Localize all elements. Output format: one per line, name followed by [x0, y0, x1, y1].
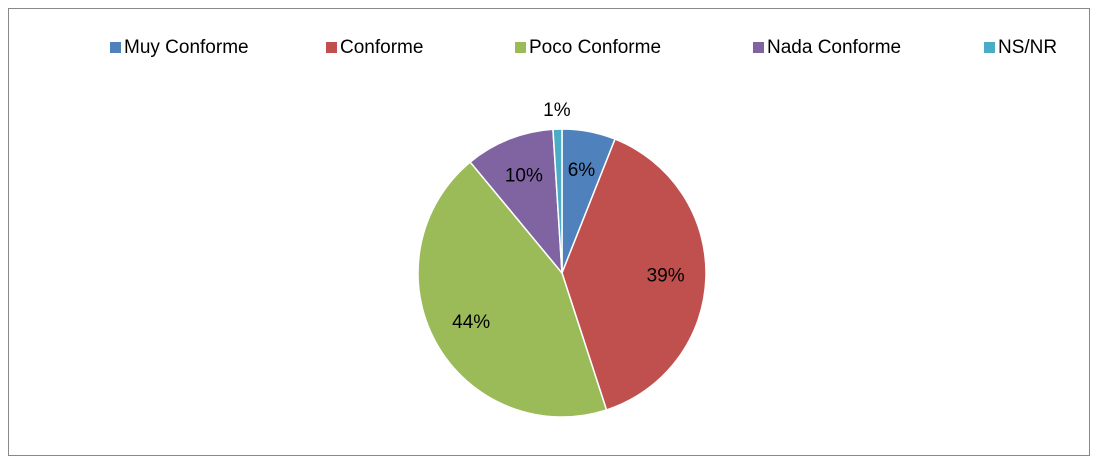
legend-swatch	[110, 42, 121, 53]
pie-slice	[469, 128, 563, 276]
data-label: 39%	[647, 265, 685, 286]
data-label: 10%	[505, 166, 543, 187]
legend-swatch	[984, 42, 995, 53]
legend-label: Muy Conforme	[124, 37, 249, 58]
pie-slice	[552, 128, 563, 274]
legend-label: NS/NR	[998, 37, 1057, 58]
legend-swatch	[515, 42, 526, 53]
data-label: 6%	[568, 160, 596, 181]
legend-label: Conforme	[340, 37, 423, 58]
legend-label: Poco Conforme	[529, 37, 661, 58]
data-label: 1%	[543, 100, 571, 121]
pie-slice	[561, 138, 707, 411]
legend-swatch	[753, 42, 764, 53]
legend-label: Nada Conforme	[767, 37, 901, 58]
pie-slice	[417, 160, 608, 418]
legend-swatch	[326, 42, 337, 53]
data-label: 44%	[452, 312, 490, 333]
